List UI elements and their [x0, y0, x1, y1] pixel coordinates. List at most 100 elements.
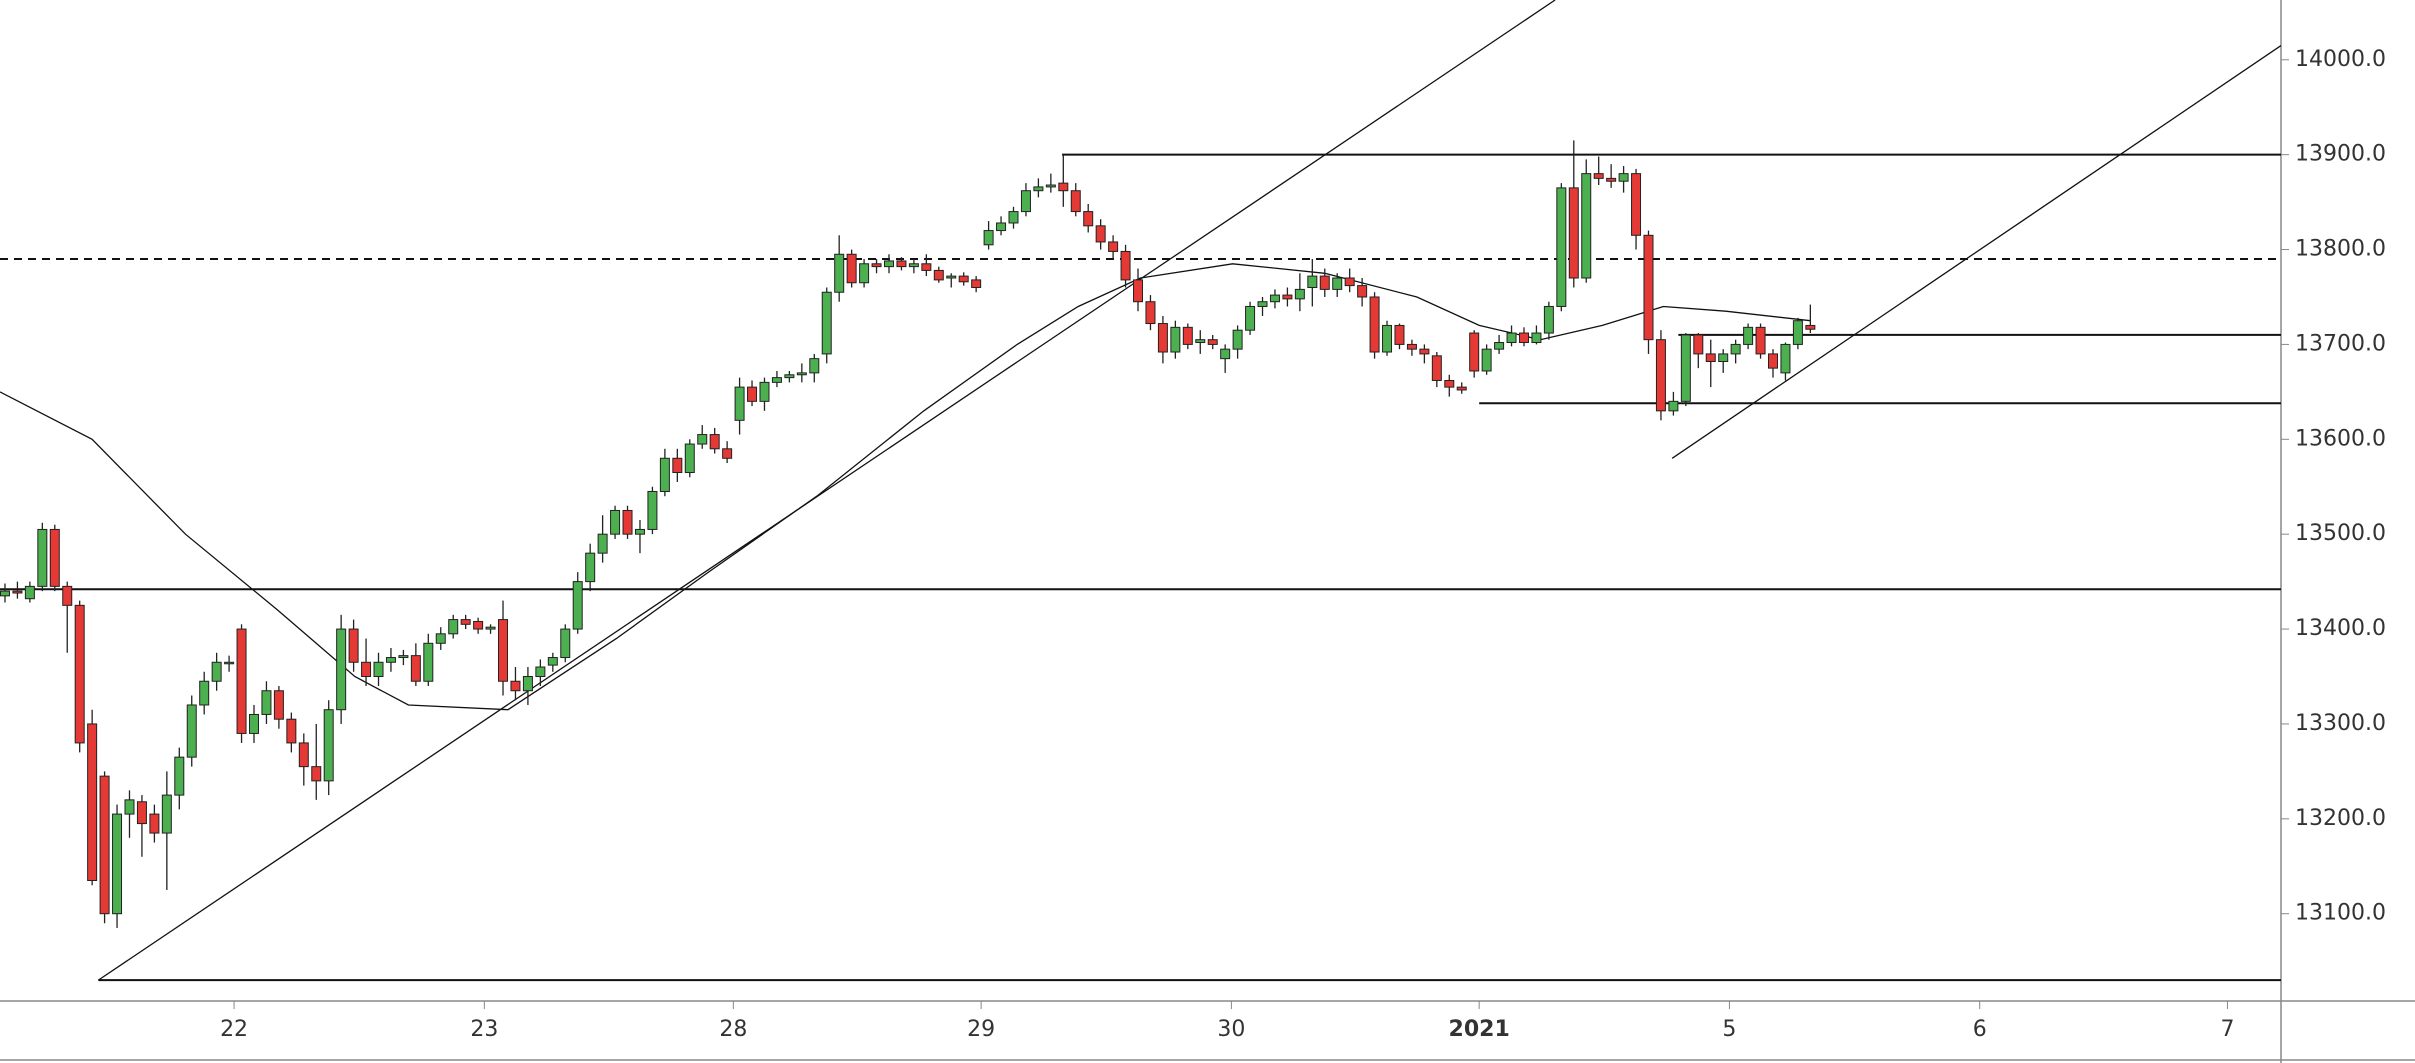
candle-body	[224, 661, 235, 665]
candle-body	[99, 775, 110, 915]
candle-body	[1120, 250, 1131, 281]
candle-body	[149, 813, 160, 834]
candle-body	[1768, 353, 1779, 369]
candle-body	[1319, 275, 1330, 290]
y-tick-label: 14000.0	[2295, 47, 2386, 72]
candle-body	[74, 604, 85, 744]
candle-body	[647, 490, 658, 530]
candle-body	[1481, 348, 1492, 372]
candle-body	[248, 713, 259, 734]
x-tick-label: 30	[1217, 1017, 1245, 1042]
candle-body	[49, 528, 60, 587]
candle-body	[473, 620, 484, 630]
candle-body	[1070, 190, 1081, 213]
candle-body	[684, 443, 695, 474]
candle-body	[996, 222, 1007, 232]
candle-body	[0, 590, 10, 597]
candle-body	[1332, 277, 1343, 290]
candle-body	[946, 275, 957, 279]
x-tick-label: 23	[470, 1017, 498, 1042]
candle-body	[1705, 353, 1716, 362]
candle-body	[1606, 177, 1617, 182]
candle-body	[298, 742, 309, 768]
candle-body	[1456, 386, 1467, 391]
candle-body	[871, 263, 882, 268]
y-tick-label: 13600.0	[2295, 426, 2386, 451]
candle-body	[1382, 324, 1393, 353]
candle-body	[1195, 339, 1206, 344]
candle-body	[37, 528, 48, 587]
candle-body	[485, 626, 496, 630]
candle-body	[1294, 288, 1305, 300]
candle-body	[1506, 332, 1517, 344]
candle-body	[1182, 326, 1193, 345]
candle-body	[174, 756, 185, 796]
candle-body	[1033, 186, 1044, 192]
candle-body	[597, 533, 608, 554]
candle-body	[1357, 285, 1368, 298]
candle-body	[1245, 305, 1256, 331]
candle-body	[410, 655, 421, 682]
candle-body	[933, 269, 944, 281]
candle-body	[1419, 348, 1430, 355]
candle-body	[186, 704, 197, 758]
x-tick-label: 5	[1722, 1017, 1736, 1042]
candle-body	[634, 528, 645, 535]
candle-body	[1618, 173, 1629, 182]
candle-body	[1170, 326, 1181, 353]
candle-body	[1655, 339, 1666, 412]
candle-body	[1680, 334, 1691, 402]
x-tick-label: 29	[967, 1017, 995, 1042]
candle-body	[1743, 326, 1754, 345]
candle-body	[460, 619, 471, 625]
candle-body	[1631, 173, 1642, 236]
candle-body	[771, 377, 782, 383]
candle-body	[1394, 324, 1405, 345]
candle-body	[1220, 348, 1231, 360]
candle-body	[809, 358, 820, 374]
candle-body	[958, 275, 969, 283]
candle-body	[971, 279, 982, 288]
y-tick-label: 13500.0	[2295, 521, 2386, 546]
candle-body	[1207, 339, 1218, 345]
candle-body	[1045, 184, 1056, 188]
candle-body	[535, 666, 546, 678]
moving-average	[0, 263, 1811, 711]
candle-body	[498, 619, 509, 682]
candle-body	[908, 263, 919, 268]
candle-body	[398, 655, 409, 659]
plot-area	[0, 0, 2281, 982]
candle-body	[1730, 343, 1741, 355]
candle-body	[1095, 225, 1106, 243]
y-tick-label: 13800.0	[2295, 237, 2386, 262]
candle-body	[1282, 294, 1293, 300]
candle-body	[1531, 332, 1542, 344]
candle-body	[112, 813, 123, 915]
candle-body	[385, 657, 396, 663]
candle-body	[734, 386, 745, 421]
candle-body	[273, 690, 284, 720]
candle-body	[1518, 332, 1529, 344]
candle-body	[1020, 190, 1031, 213]
candle-body	[585, 552, 596, 583]
candle-body	[1805, 324, 1816, 330]
y-tick-label: 13400.0	[2295, 616, 2386, 641]
candle-body	[1133, 279, 1144, 303]
candle-body	[547, 657, 558, 666]
candle-body	[796, 372, 807, 376]
candle-body	[709, 434, 720, 450]
y-tick-label: 13900.0	[2295, 142, 2386, 167]
candle-body	[1269, 294, 1280, 303]
candle-body	[1369, 296, 1380, 353]
candle-body	[1431, 355, 1442, 381]
candle-body	[348, 628, 359, 663]
candle-body	[759, 381, 770, 402]
candle-body	[361, 661, 372, 678]
candle-body	[1008, 211, 1019, 224]
trend-line	[97, 0, 1556, 981]
candle-body	[784, 374, 795, 379]
candle-body	[1108, 241, 1119, 252]
candle-body	[1083, 211, 1094, 227]
candle-body	[12, 590, 23, 594]
